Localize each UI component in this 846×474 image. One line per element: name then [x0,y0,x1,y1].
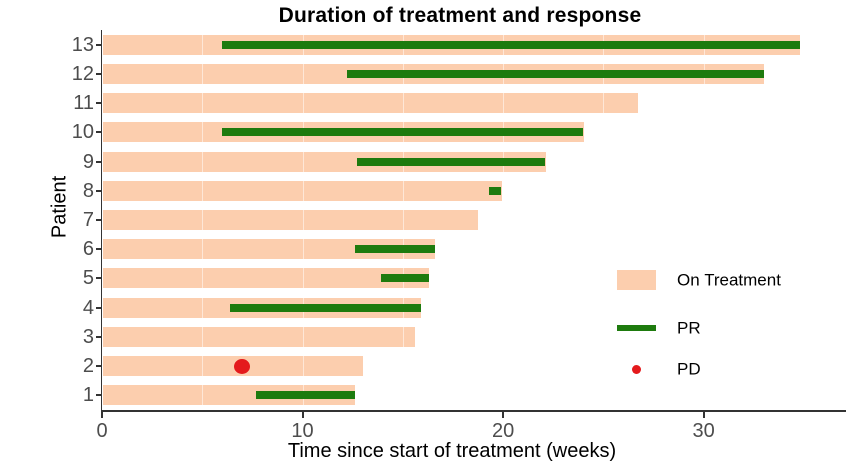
y-tick-label-patient-2: 2 [82,355,94,378]
y-tick-patient-12 [96,72,102,75]
pr-bar-patient-5 [380,274,429,283]
gridline-week-10 [302,30,304,410]
on-treatment-bar-patient-7 [102,210,478,230]
x-tick-10 [301,412,304,418]
y-tick-patient-1 [96,394,102,397]
pr-bar-patient-12 [346,69,764,78]
on-treatment-bar-patient-3 [102,326,416,347]
y-axis-line [100,30,102,410]
on-treatment-bar-patient-2 [102,356,364,377]
y-tick-patient-6 [96,248,102,251]
on-treatment-bar-patient-11 [102,93,638,114]
pr-bar-patient-1 [256,391,355,400]
gridline-week-25 [603,30,605,410]
chart-title: Duration of treatment and response [278,4,642,27]
pr-bar-patient-9 [356,157,546,166]
y-tick-label-patient-4: 4 [82,296,94,319]
y-tick-label-patient-7: 7 [82,209,94,231]
gridline-week-20 [503,30,505,410]
gridline-week-5 [202,30,204,410]
pd-dot-patient-2 [234,358,251,374]
legend-label-on-treatment: On Treatment [677,270,781,290]
legend-label-pd: PD [677,359,701,379]
gridline-week-30 [703,30,705,410]
on-treatment-bar-patient-1 [102,385,356,406]
y-tick-patient-3 [96,335,102,338]
y-tick-label-patient-1: 1 [82,384,94,407]
legend-swatch-pr [616,325,656,331]
y-tick-label-patient-10: 10 [71,121,94,144]
y-tick-patient-7 [96,219,102,221]
y-tick-patient-10 [96,131,102,134]
y-tick-label-patient-11: 11 [73,92,94,115]
x-tick-label-20: 20 [491,420,515,442]
gridline-week-35 [803,30,805,410]
gridline-week-15 [402,30,404,410]
x-tick-label-0: 0 [96,420,108,442]
x-tick-label-30: 30 [692,420,715,442]
y-tick-patient-11 [96,102,102,105]
x-tick-20 [502,412,505,418]
x-axis-title: Time since start of treatment (weeks) [287,440,617,462]
x-tick-label-10: 10 [291,420,314,442]
y-tick-label-patient-9: 9 [82,150,94,173]
y-tick-patient-4 [96,306,102,309]
y-tick-label-patient-8: 8 [82,179,94,202]
y-tick-label-patient-6: 6 [82,238,94,261]
legend-label-pr: PR [677,318,701,338]
pr-bar-patient-8 [489,186,502,195]
x-tick-0 [101,412,103,418]
y-tick-patient-9 [96,160,102,163]
pr-bar-patient-6 [354,245,435,254]
y-tick-patient-8 [96,189,102,192]
x-tick-30 [702,412,705,418]
y-tick-patient-2 [96,365,102,368]
y-tick-label-patient-13: 13 [71,33,94,56]
legend-swatch-pd [631,364,641,374]
pr-bar-patient-4 [230,303,421,312]
y-tick-patient-5 [96,277,102,280]
y-tick-patient-13 [96,43,102,46]
pr-bar-patient-13 [222,40,800,49]
y-tick-label-patient-3: 3 [82,325,94,348]
on-treatment-bar-patient-5 [102,268,430,289]
pr-bar-patient-10 [222,128,584,137]
legend-swatch-on-treatment [616,270,656,290]
y-tick-label-patient-12: 12 [71,62,94,85]
x-axis-line [100,410,846,412]
on-treatment-bar-patient-6 [102,239,436,260]
on-treatment-bar-patient-9 [102,151,546,172]
y-tick-label-patient-5: 5 [82,267,94,290]
